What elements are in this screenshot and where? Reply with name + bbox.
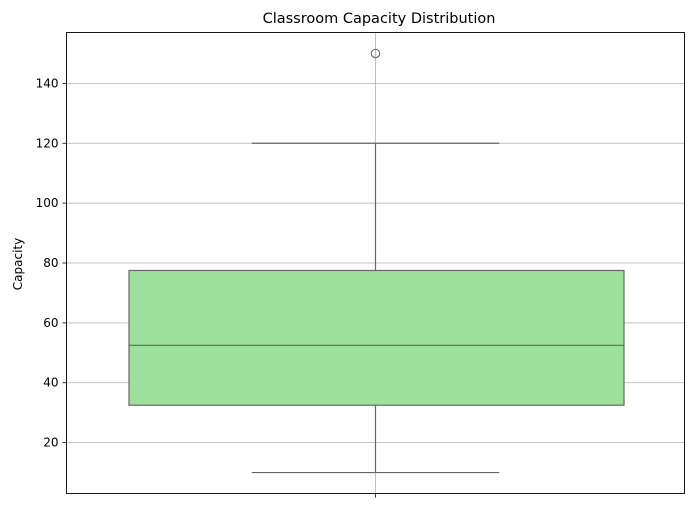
chart-title: Classroom Capacity Distribution: [263, 11, 496, 27]
outlier-point: [370, 48, 381, 59]
y-axis-label: Capacity: [11, 238, 25, 290]
y-tick-label: 60: [43, 316, 58, 330]
y-tick-label: 20: [43, 436, 58, 450]
y-axis: 20 40 60 80 100 120 140: [36, 76, 376, 498]
y-tick-label: 100: [36, 196, 59, 210]
y-tick-label: 40: [43, 376, 58, 390]
plot-frame: [66, 32, 685, 494]
y-tick-label: 120: [36, 136, 59, 150]
y-tick-label: 140: [36, 76, 59, 90]
y-tick-label: 80: [43, 256, 58, 270]
iqr-box: [128, 269, 625, 406]
box-group: [128, 48, 625, 474]
